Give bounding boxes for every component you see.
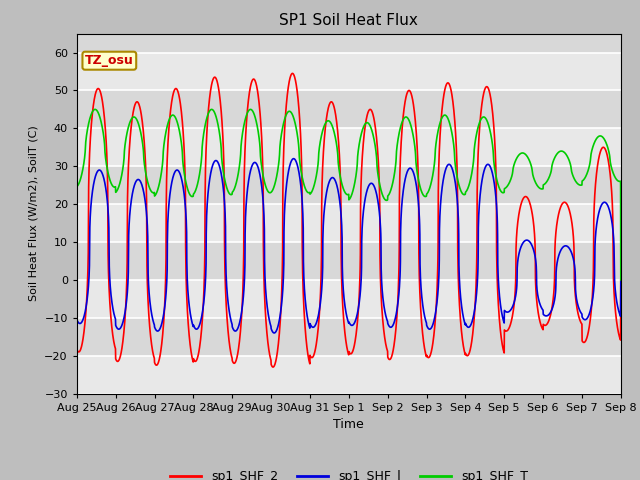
sp1_SHF_T [275, 155, 283, 160]
sp1_SHF_l [521, 238, 529, 244]
sp1_SHF_l [617, 277, 625, 283]
sp1_SHF_l [271, 330, 278, 336]
X-axis label: Time: Time [333, 418, 364, 431]
sp1_SHF_T [502, 185, 509, 191]
sp1_SHF_l [502, 309, 509, 314]
sp1_SHF_2 [502, 328, 509, 334]
Y-axis label: Soil Heat Flux (W/m2), SoilT (C): Soil Heat Flux (W/m2), SoilT (C) [29, 126, 38, 301]
Bar [77, 280, 621, 318]
sp1_SHF_l [73, 317, 81, 323]
sp1_SHF_2 [319, 168, 326, 174]
sp1_SHF_l [290, 156, 298, 162]
sp1_SHF_2 [614, 324, 621, 330]
sp1_SHF_T [521, 151, 529, 156]
sp1_SHF_T [73, 184, 81, 190]
Line: sp1_SHF_l: sp1_SHF_l [77, 159, 621, 333]
Legend: sp1_SHF_2, sp1_SHF_l, sp1_SHF_T: sp1_SHF_2, sp1_SHF_l, sp1_SHF_T [164, 465, 533, 480]
Bar [77, 128, 621, 166]
sp1_SHF_T [614, 178, 621, 183]
Bar [77, 356, 621, 394]
sp1_SHF_2 [521, 194, 529, 200]
sp1_SHF_2 [403, 93, 410, 99]
Line: sp1_SHF_2: sp1_SHF_2 [77, 73, 621, 367]
sp1_SHF_T [402, 114, 410, 120]
sp1_SHF_2 [73, 347, 81, 352]
Bar [77, 204, 621, 242]
sp1_SHF_T [92, 107, 99, 112]
sp1_SHF_l [403, 172, 410, 178]
Bar [77, 52, 621, 90]
sp1_SHF_l [319, 272, 326, 277]
Text: TZ_osu: TZ_osu [85, 54, 134, 67]
sp1_SHF_2 [269, 364, 277, 370]
sp1_SHF_l [275, 317, 283, 323]
sp1_SHF_2 [617, 277, 625, 283]
sp1_SHF_l [614, 303, 621, 309]
Line: sp1_SHF_T: sp1_SHF_T [77, 109, 621, 280]
sp1_SHF_T [319, 129, 326, 135]
Title: SP1 Soil Heat Flux: SP1 Soil Heat Flux [280, 13, 418, 28]
sp1_SHF_2 [275, 331, 283, 336]
sp1_SHF_2 [289, 71, 296, 76]
sp1_SHF_T [617, 277, 625, 283]
